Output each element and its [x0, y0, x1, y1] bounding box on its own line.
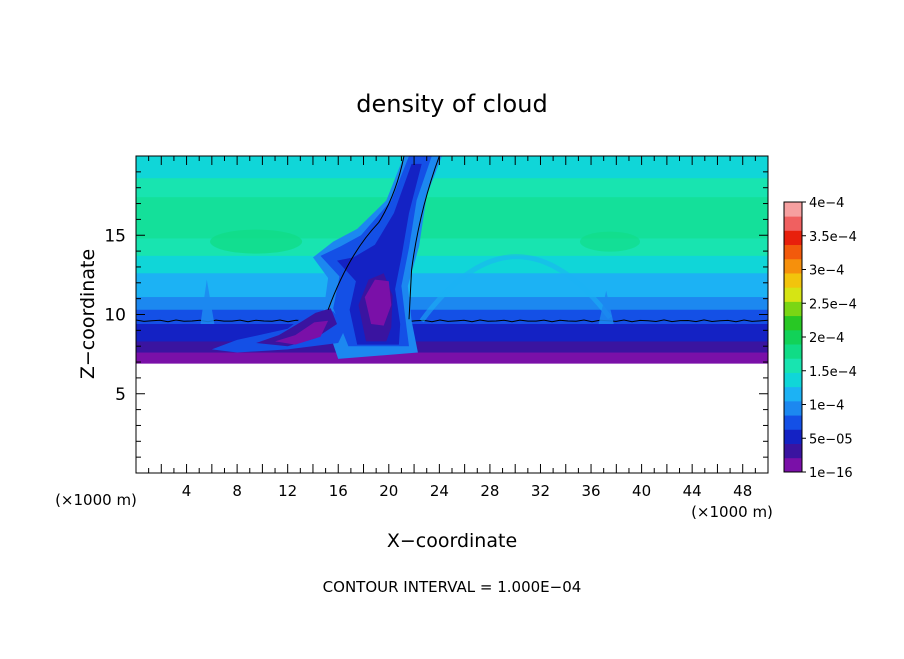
colorbar-segment: [784, 216, 802, 231]
x-tick-label: 20: [379, 482, 398, 500]
y-axis-label: Z−coordinate: [77, 249, 99, 379]
x-tick-label: 48: [733, 482, 752, 500]
x-axis-ticks: 4 8 12 16 20 24 28 32 36 40 44 48: [148, 156, 756, 500]
y-axis-ticks: 5 10 15: [104, 171, 768, 458]
colorbar-segment: [784, 443, 802, 459]
spike-left: [200, 279, 215, 324]
y-tick-label: 15: [104, 226, 126, 246]
y-tick-label: 10: [104, 306, 126, 326]
contour-interval-footer: CONTOUR INTERVAL = 1.000E−04: [323, 578, 582, 596]
colorbar-segment: [784, 301, 802, 317]
colorbar-label: 1.5e−4: [809, 365, 857, 380]
colorbar-labels: 1e−16 5e−05 1e−4 1.5e−4 2e−4 2.5e−4 3e−4 3.5e−4…: [802, 196, 857, 481]
colorbar-segment: [784, 202, 802, 217]
x-tick-label: 36: [581, 482, 600, 500]
x-tick-label: 40: [632, 482, 651, 500]
colorbar-segment: [784, 244, 802, 260]
plot-area: [136, 156, 768, 473]
colorbar-segment: [784, 372, 802, 388]
y-tick-label: 5: [115, 385, 126, 405]
x-axis-label: X−coordinate: [387, 530, 517, 552]
colorbar-label: 3e−4: [809, 264, 844, 279]
x-tick-label: 12: [278, 482, 297, 500]
x-tick-label: 8: [232, 482, 242, 500]
green-patch-left: [210, 229, 303, 254]
z-unit-label: (×1000 m): [55, 491, 137, 509]
x-tick-label: 28: [480, 482, 499, 500]
colorbar-label: 1e−4: [809, 399, 844, 414]
colorbar-label: 1e−16: [809, 466, 853, 481]
plume-contour-right: [408, 156, 440, 320]
colorbar-segment: [784, 329, 802, 345]
wave-arc-right: [419, 254, 612, 323]
colorbar-segment: [784, 273, 802, 288]
left-rotor-core: [275, 320, 329, 345]
colorbar-segment: [784, 429, 802, 444]
x-tick-label: 32: [531, 482, 550, 500]
colorbar-segment: [784, 230, 802, 246]
colorbar-segment: [784, 386, 802, 402]
x-unit-label: (×1000 m): [691, 503, 773, 521]
colorbar-segment: [784, 315, 802, 331]
colorbar-segment: [784, 358, 802, 373]
colorbar-label: 3.5e−4: [809, 230, 857, 245]
colorbar-segment: [784, 415, 802, 430]
plume-contour: [327, 156, 405, 310]
spike-right: [598, 290, 614, 324]
colorbar-label: 2.5e−4: [809, 297, 857, 312]
plume-dense-core: [364, 279, 392, 326]
cloud-base-contour: [136, 319, 768, 323]
colorbar-label: 2e−4: [809, 331, 844, 346]
x-tick-label: 24: [430, 482, 449, 500]
cloud-plume: [200, 156, 614, 359]
colorbar-label: 4e−4: [809, 196, 844, 211]
colorbar-segment: [784, 457, 802, 473]
colorbar-segment: [784, 344, 802, 359]
x-tick-label: 16: [329, 482, 348, 500]
x-tick-label: 4: [182, 482, 192, 500]
x-tick-label: 44: [683, 482, 702, 500]
band-upper-cyan: [136, 156, 768, 179]
colorbar-label: 5e−05: [809, 432, 853, 447]
colorbar-segment: [784, 287, 802, 302]
colorbar-segment: [784, 258, 802, 274]
chart-title: density of cloud: [356, 90, 547, 118]
colorbar: [783, 201, 803, 473]
colorbar-segment: [784, 400, 802, 416]
green-patch-right: [580, 231, 640, 252]
density-bands: [136, 156, 768, 364]
plume-core: [337, 163, 422, 345]
